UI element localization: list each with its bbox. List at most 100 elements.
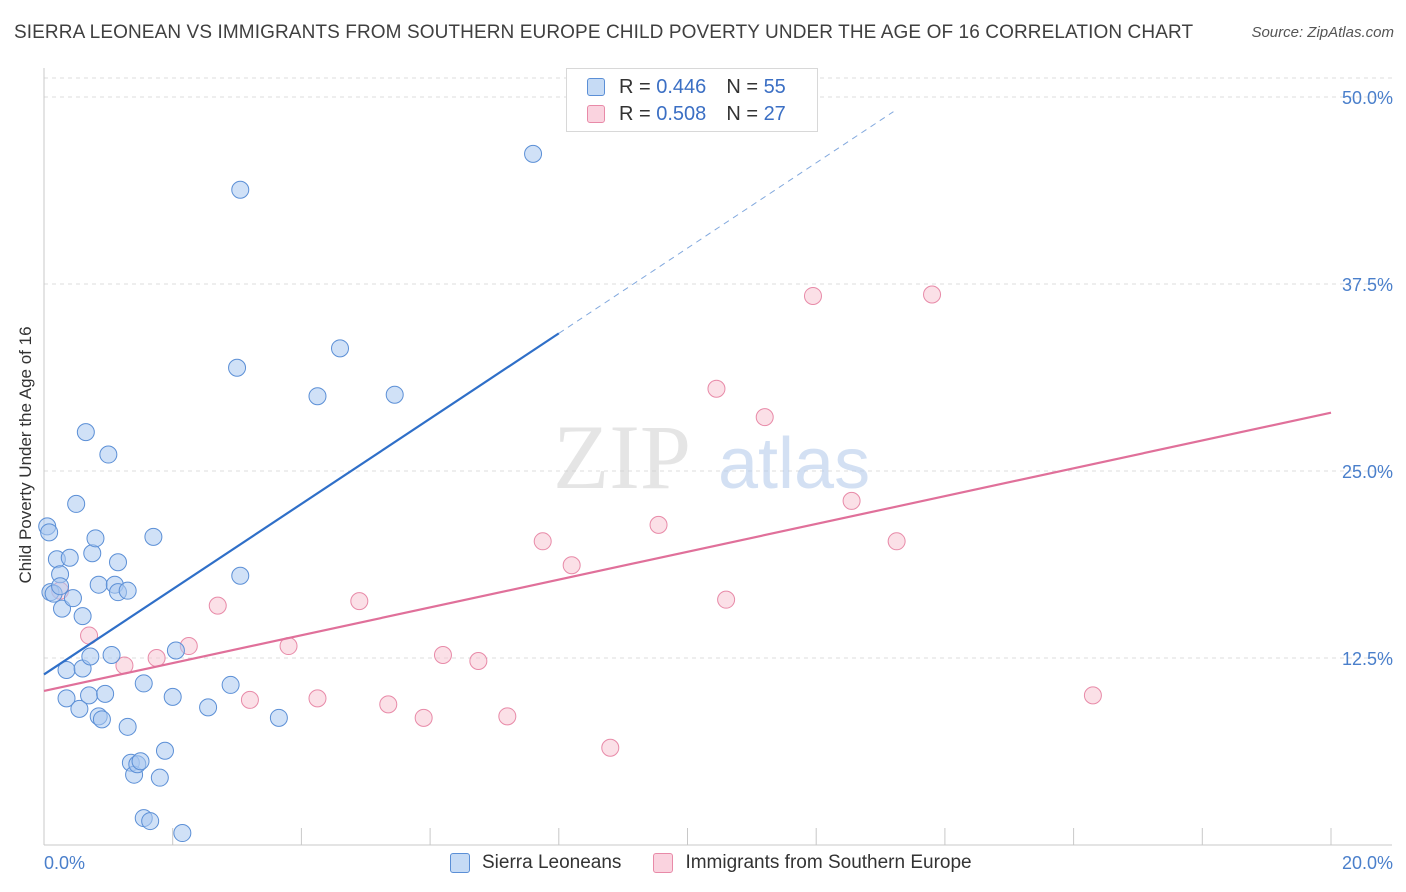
data-point-southern-europe [601, 738, 620, 757]
data-point-sierra-leonean [150, 768, 169, 787]
data-point-sierra-leonean [118, 717, 137, 736]
correlation-legend: R = 0.446 N = 55 R = 0.508 N = 27 [566, 68, 818, 132]
data-point-sierra-leonean [60, 548, 79, 567]
legend-n-value: 55 [763, 75, 786, 98]
legend-swatch-pink [653, 853, 674, 873]
watermark-atlas: atlas [718, 424, 870, 504]
legend-swatch-blue [450, 853, 470, 873]
data-point-southern-europe [887, 532, 906, 551]
data-point-sierra-leonean [166, 641, 185, 660]
data-point-southern-europe [562, 556, 581, 575]
legend-swatch-blue [587, 78, 605, 96]
legend-label: Sierra Leoneans [482, 852, 622, 873]
data-point-southern-europe [803, 286, 822, 305]
data-point-sierra-leonean [385, 385, 404, 404]
data-point-sierra-leonean [102, 646, 121, 665]
chart-title: SIERRA LEONEAN VS IMMIGRANTS FROM SOUTHE… [14, 22, 1194, 43]
data-point-sierra-leonean [118, 581, 137, 600]
data-point-sierra-leonean [96, 684, 115, 703]
data-point-sierra-leonean [308, 387, 327, 406]
data-point-sierra-leonean [89, 575, 108, 594]
data-point-sierra-leonean [80, 686, 99, 705]
watermark-zip: ZIP [553, 406, 691, 508]
data-point-southern-europe [240, 690, 259, 709]
data-point-sierra-leonean [199, 698, 218, 717]
trend-lines [43, 111, 1332, 692]
series-legend: Sierra Leoneans Immigrants from Southern… [450, 852, 1004, 874]
legend-n-value: 27 [763, 102, 786, 125]
data-point-southern-europe [308, 689, 327, 708]
data-point-sierra-leonean [76, 423, 95, 442]
data-point-sierra-leonean [51, 577, 70, 596]
data-point-sierra-leonean [53, 599, 72, 618]
legend-swatch-pink [587, 105, 605, 123]
data-point-sierra-leonean [63, 589, 82, 608]
series-immigrants-southern-europe [51, 285, 1102, 757]
legend-n-label: N = [726, 102, 758, 125]
data-point-sierra-leonean [228, 358, 247, 377]
watermark: ZIP atlas [553, 406, 870, 508]
x-tick-label: 20.0% [1342, 853, 1393, 873]
trend-line-sierra-leoneans [43, 332, 560, 676]
data-point-sierra-leonean [141, 812, 160, 831]
data-point-southern-europe [842, 491, 861, 510]
legend-item-southern-europe: Immigrants from Southern Europe [653, 852, 972, 874]
data-point-southern-europe [533, 532, 552, 551]
data-point-sierra-leonean [269, 708, 288, 727]
data-point-sierra-leonean [86, 529, 105, 548]
data-point-sierra-leonean [221, 675, 240, 694]
y-tick-label: 50.0% [1342, 88, 1393, 108]
source-label: Source: ZipAtlas.com [1251, 24, 1394, 41]
data-point-southern-europe [414, 708, 433, 727]
data-point-southern-europe [433, 646, 452, 665]
legend-r-label: R = [619, 75, 651, 98]
legend-n-label: N = [726, 75, 758, 98]
data-point-southern-europe [1083, 686, 1102, 705]
data-point-sierra-leonean [83, 544, 102, 563]
data-point-southern-europe [350, 592, 369, 611]
legend-label: Immigrants from Southern Europe [685, 852, 972, 873]
data-point-sierra-leonean [92, 710, 111, 729]
data-point-sierra-leonean [144, 527, 163, 546]
data-point-southern-europe [498, 707, 517, 726]
data-point-sierra-leonean [231, 566, 250, 585]
data-point-southern-europe [469, 651, 488, 670]
data-point-sierra-leonean [134, 674, 153, 693]
data-point-southern-europe [923, 285, 942, 304]
data-point-sierra-leonean [331, 339, 350, 358]
trend-line-southern-europe [43, 411, 1332, 692]
data-point-sierra-leonean [73, 607, 92, 626]
series-sierra-leoneans [38, 144, 543, 843]
data-point-southern-europe [208, 596, 227, 615]
data-point-sierra-leonean [524, 144, 543, 163]
legend-row-southern-europe: R = 0.508 N = 27 [587, 102, 786, 126]
data-point-sierra-leonean [57, 689, 76, 708]
y-tick-label: 37.5% [1342, 275, 1393, 295]
data-point-sierra-leonean [155, 741, 174, 760]
legend-item-sierra-leoneans: Sierra Leoneans [450, 852, 621, 874]
data-point-sierra-leonean [131, 752, 150, 771]
legend-r-label: R = [619, 102, 651, 125]
data-point-sierra-leonean [81, 647, 100, 666]
data-point-southern-europe [707, 379, 726, 398]
data-point-sierra-leonean [40, 523, 59, 542]
data-point-sierra-leonean [163, 687, 182, 706]
data-point-southern-europe [649, 515, 668, 534]
y-tick-label: 25.0% [1342, 462, 1393, 482]
data-point-sierra-leonean [67, 494, 86, 513]
legend-r-value: 0.508 [656, 102, 707, 125]
data-point-southern-europe [147, 649, 166, 667]
data-point-sierra-leonean [173, 824, 192, 843]
tick-labels: 12.5% 25.0% 37.5% 50.0% 0.0% 20.0% [44, 88, 1393, 873]
legend-r-value: 0.446 [656, 75, 707, 98]
axes [43, 68, 1392, 846]
data-point-sierra-leonean [70, 699, 89, 718]
trend-line-sierra-leoneans-extension [558, 111, 894, 334]
data-point-sierra-leonean [231, 180, 250, 199]
data-point-sierra-leonean [109, 553, 128, 572]
data-point-southern-europe [379, 695, 398, 714]
data-point-southern-europe [755, 408, 774, 427]
x-tick-label: 0.0% [44, 853, 85, 873]
legend-row-sierra-leoneans: R = 0.446 N = 55 [587, 75, 786, 99]
